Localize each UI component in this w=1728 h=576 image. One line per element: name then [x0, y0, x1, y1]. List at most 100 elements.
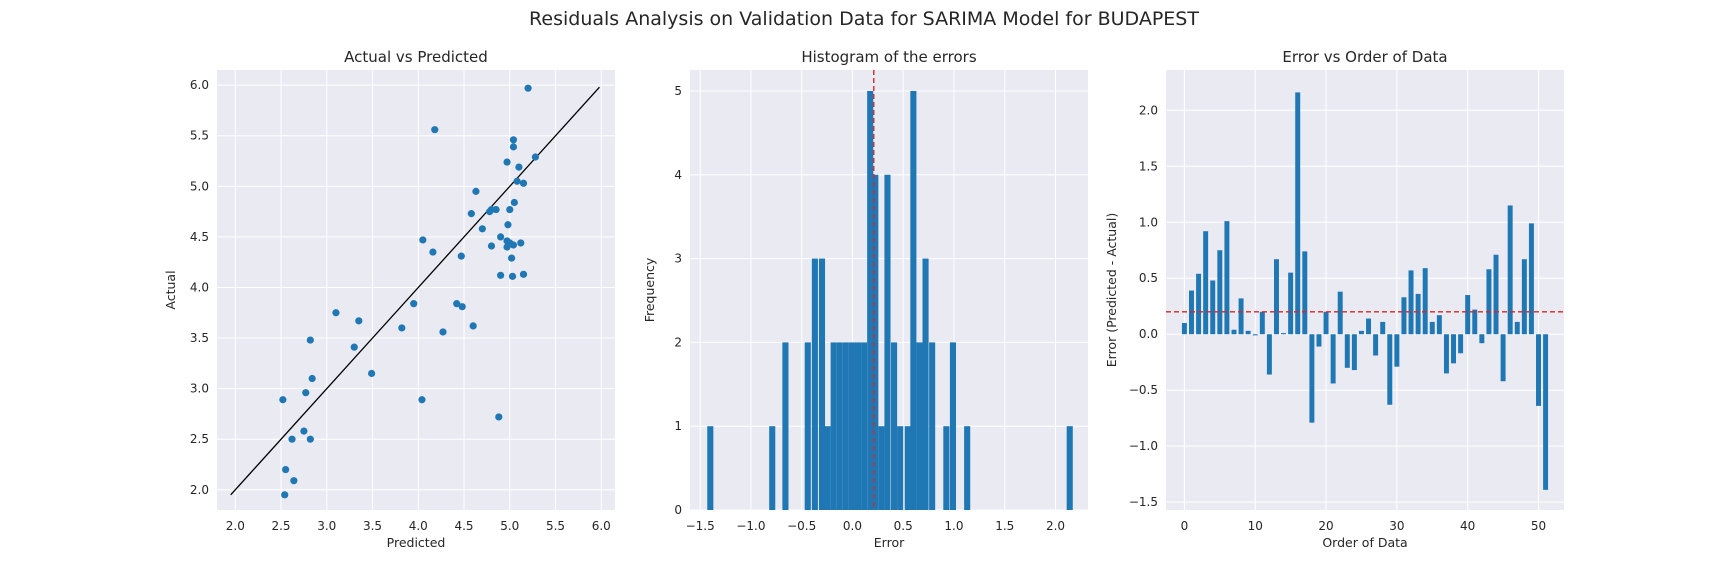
scatter-point — [457, 252, 465, 260]
scatter-point — [281, 491, 289, 499]
scatter-point — [300, 427, 308, 435]
scatter-point — [519, 179, 528, 187]
error-bar — [1203, 231, 1209, 335]
y-tick-label: 6.0 — [190, 78, 209, 92]
scatter-point — [279, 396, 287, 404]
y-tick-label: 1.5 — [1139, 159, 1158, 173]
scatter-point — [506, 205, 514, 214]
histogram-bar — [872, 174, 879, 510]
scatter-point — [290, 477, 298, 485]
error-bar — [1493, 254, 1499, 335]
scatter-point — [350, 343, 358, 351]
error-bar — [1309, 334, 1315, 423]
scatter-point — [509, 241, 518, 249]
y-tick-label: 3 — [674, 252, 682, 266]
scatter-point — [302, 389, 310, 397]
histogram-bar — [884, 174, 891, 510]
histogram-bar — [818, 258, 826, 510]
histogram-bar — [811, 258, 818, 510]
y-tick-label: 5.5 — [190, 129, 209, 143]
subplot-3: 0 10 20 30 40 50 −1.5 −1.0 −0.5 0.0 0.5 1.0 1.5 2.0 Er… — [1104, 48, 1564, 550]
y-axis-label: Error (Predicted - Actual) — [1104, 213, 1119, 368]
scatter-point — [519, 270, 528, 278]
error-bar — [1507, 205, 1513, 335]
error-bar — [1252, 334, 1258, 336]
x-tick-label: 50 — [1531, 519, 1546, 533]
scatter-point — [497, 271, 505, 279]
x-tick-label: 5.5 — [546, 519, 565, 533]
y-tick-label: −1.5 — [1129, 495, 1158, 509]
error-bar — [1465, 295, 1471, 335]
histogram-bar — [769, 426, 776, 510]
subplot-1: 2.0 2.5 3.0 3.5 4.0 4.5 5.0 5.5 6.0 2.0 2.5 3.0 3.5 4… — [163, 48, 615, 550]
histogram-bar — [782, 342, 789, 510]
x-tick-label: 20 — [1318, 519, 1333, 533]
scatter-point — [472, 187, 480, 195]
y-axis-label: Frequency — [642, 257, 657, 322]
y-tick-label: 2.0 — [1139, 103, 1158, 117]
error-bar — [1472, 309, 1478, 335]
scatter-point — [355, 317, 363, 325]
x-tick-label: 5.0 — [500, 519, 519, 533]
error-bar — [1536, 334, 1541, 406]
scatter-point — [504, 221, 512, 229]
scatter-point — [418, 396, 426, 404]
error-bar — [1238, 298, 1244, 335]
scatter-points — [279, 84, 540, 499]
error-bar — [1181, 323, 1187, 335]
scatter-point — [513, 177, 521, 185]
error-bar — [1217, 250, 1223, 335]
x-tick-label: 3.5 — [363, 519, 382, 533]
y-tick-label: 5.0 — [190, 179, 209, 193]
scatter-point — [332, 309, 340, 317]
subplot-title: Error vs Order of Data — [1282, 48, 1447, 66]
scatter-point — [467, 210, 475, 218]
histogram-bar — [916, 342, 923, 510]
scatter-point — [478, 225, 486, 233]
error-bar — [1528, 223, 1534, 335]
histogram-bar — [891, 342, 898, 510]
scatter-point — [509, 143, 518, 151]
scatter-point — [282, 465, 290, 474]
x-tick-label: 30 — [1389, 519, 1404, 533]
error-bar — [1330, 334, 1336, 384]
x-tick-label: 3.0 — [317, 519, 336, 533]
histogram-bars — [707, 90, 1073, 510]
error-bar — [1422, 268, 1428, 335]
error-bar — [1337, 291, 1343, 335]
x-tick-label: 40 — [1460, 519, 1475, 533]
histogram-bar — [854, 342, 862, 510]
scatter-point — [497, 233, 505, 241]
histogram-bar — [910, 90, 917, 510]
error-bar — [1373, 334, 1379, 356]
error-bar — [1288, 272, 1294, 335]
x-tick-label: −1.0 — [736, 519, 765, 533]
histogram-bar — [897, 426, 904, 510]
y-tick-label: 5 — [674, 84, 682, 98]
error-bar — [1366, 318, 1372, 335]
error-bar — [1196, 273, 1202, 335]
scatter-point — [510, 198, 518, 207]
scatter-point — [306, 336, 314, 344]
histogram-bar — [878, 426, 885, 510]
scatter-point — [410, 300, 418, 308]
scatter-point — [398, 324, 406, 332]
error-bar — [1479, 334, 1485, 344]
scatter-point — [429, 248, 437, 256]
error-bar — [1458, 334, 1464, 354]
y-tick-label: 3.0 — [190, 382, 209, 396]
subplot-2: −1.5 −1.0 −0.5 0.0 0.5 1.0 1.5 2.0 0 1 2 3 4 5 Histogr… — [642, 48, 1088, 550]
error-bar — [1295, 92, 1301, 335]
x-tick-label: 10 — [1248, 519, 1263, 533]
scatter-point — [469, 322, 477, 330]
histogram-bar — [804, 342, 811, 510]
histogram-bar — [943, 426, 950, 510]
error-bar — [1443, 334, 1449, 374]
histogram-bar — [842, 342, 849, 510]
y-tick-label: 2.5 — [190, 432, 209, 446]
x-tick-label: 0.5 — [894, 519, 913, 533]
y-tick-label: −1.0 — [1129, 439, 1158, 453]
scatter-point — [508, 272, 517, 280]
x-tick-label: 6.0 — [592, 519, 611, 533]
histogram-bar — [964, 426, 971, 510]
